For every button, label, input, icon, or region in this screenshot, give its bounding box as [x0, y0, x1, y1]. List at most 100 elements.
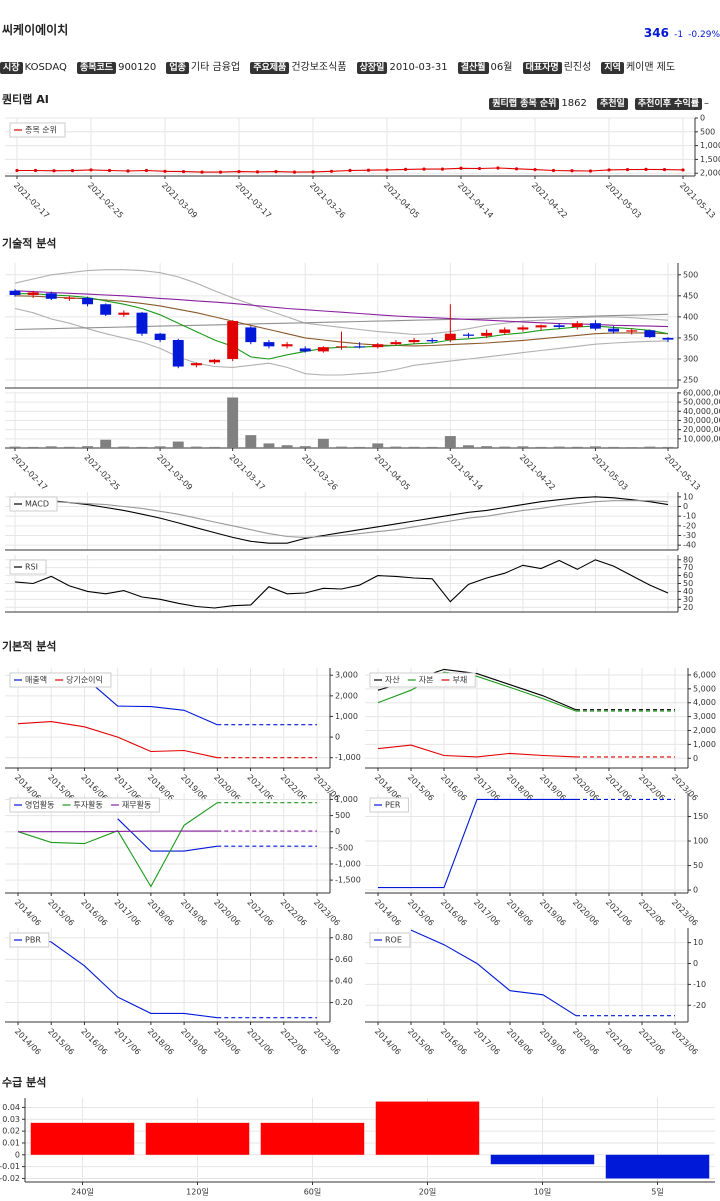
candle-body — [118, 312, 130, 315]
y-tick-label: 0.60 — [335, 955, 353, 964]
bar — [136, 446, 148, 448]
company-name: 씨케이에이치 — [2, 23, 69, 37]
x-tick-label: 2023/06 — [670, 1027, 700, 1057]
candle-body — [63, 297, 75, 299]
x-tick-label: 2014/06 — [13, 1027, 43, 1057]
bar — [571, 446, 583, 448]
x-tick-label: 2016/06 — [439, 773, 469, 803]
x-tick-label: 2021/06 — [604, 1027, 634, 1057]
line-series — [14, 559, 669, 609]
rec-date-label: 추천일 — [596, 98, 628, 110]
candle-body — [553, 325, 565, 327]
candle-body — [589, 323, 601, 329]
y-tick-label: 20,000,000 — [683, 425, 720, 434]
candle-body — [281, 344, 293, 347]
y-tick-label: 10,000,000 — [683, 434, 720, 443]
candle-body — [263, 342, 275, 347]
x-tick-label: 2017/06 — [472, 898, 502, 928]
y-tick-label: 450 — [683, 291, 698, 300]
line-series — [84, 676, 218, 726]
y-tick-label: 1,000 — [335, 795, 358, 804]
point — [255, 170, 260, 174]
y-tick-label: 1,000 — [693, 740, 716, 749]
x-tick-label: 2023/06 — [670, 898, 700, 928]
x-tick-label: 2019/06 — [538, 773, 568, 803]
legend-box — [369, 797, 409, 813]
info-label: 상장일 — [356, 62, 388, 74]
y-tick-label: 50,000,000 — [683, 398, 720, 407]
y-tick-label: 100 — [693, 837, 708, 846]
x-tick-label: 2016/06 — [439, 1027, 469, 1057]
candle-body — [136, 312, 148, 334]
y-tick-label: -1,000 — [335, 859, 361, 868]
y-tick-label: -0.01 — [0, 1162, 20, 1171]
candle-body — [499, 329, 511, 333]
line-series — [117, 818, 218, 852]
candle-body — [154, 333, 166, 341]
bar — [154, 446, 166, 448]
line-series — [378, 798, 576, 889]
y-tick-label: 0.04 — [2, 1103, 20, 1112]
bar — [317, 438, 329, 448]
y-tick-label: 150 — [693, 812, 708, 821]
legend-label: 종목 순위 — [25, 126, 57, 135]
x-tick-label: 2023/06 — [670, 773, 700, 803]
y-tick-label: 0 — [15, 1150, 20, 1159]
x-tick-label: 2017/06 — [472, 773, 502, 803]
info-value: 케이맨 제도 — [625, 62, 676, 73]
line-series — [377, 671, 577, 712]
info-value: 2010-03-31 — [389, 62, 448, 73]
info-value: KOSDAQ — [24, 62, 67, 73]
line-series — [14, 269, 669, 336]
point — [107, 168, 112, 173]
point — [70, 169, 75, 173]
x-tick-label: 2018/06 — [505, 898, 535, 928]
x-tick-label: 2019/06 — [179, 1027, 209, 1057]
y-tick-label: 10 — [693, 938, 703, 947]
bar — [63, 446, 75, 448]
y-tick-label: 2,000 — [335, 691, 358, 700]
bar — [375, 1101, 480, 1155]
bar — [209, 446, 220, 448]
x-tick-label: 2020/06 — [571, 898, 601, 928]
x-tick-label: 2020/06 — [571, 1027, 601, 1057]
x-tick-label: 2017/06 — [112, 898, 142, 928]
bar — [426, 446, 438, 448]
bar — [30, 1122, 135, 1155]
y-tick-label: -20 — [683, 521, 696, 530]
y-tick-label: 0.80 — [335, 933, 353, 942]
info-label: 대표자명 — [522, 62, 562, 74]
info-label: 시장 — [0, 62, 23, 74]
legend-box — [369, 932, 411, 948]
y-tick-label: -10 — [693, 980, 706, 989]
x-tick-label: 2019/06 — [179, 898, 209, 928]
candle-body — [172, 340, 184, 367]
candle-body — [317, 347, 329, 352]
bar — [45, 446, 57, 448]
y-tick-label: 40 — [683, 587, 693, 596]
bar — [499, 446, 511, 448]
section-title: 기본적 분석 — [2, 640, 57, 653]
bar — [281, 445, 293, 448]
point — [496, 166, 500, 170]
bar — [336, 446, 347, 448]
candle-body — [245, 327, 257, 343]
bar — [145, 1122, 250, 1155]
x-tick-label: 2021/06 — [245, 1027, 275, 1057]
bar — [626, 447, 638, 448]
point — [588, 169, 593, 173]
line-series — [14, 307, 669, 376]
point — [52, 169, 56, 173]
point — [237, 169, 241, 174]
bar — [172, 441, 184, 448]
point — [329, 169, 334, 173]
return-label: 추천이후 수익률 — [634, 98, 702, 110]
legend-box — [9, 932, 50, 948]
x-tick-label: 2021-04-05 — [373, 453, 412, 492]
point — [662, 168, 667, 172]
y-tick-label: 1,000 — [335, 712, 358, 721]
x-tick-label: 2014/06 — [373, 1027, 403, 1057]
section-title: 퀀티랩 AI — [2, 93, 49, 106]
y-tick-label: 0 — [335, 827, 340, 836]
candle-body — [190, 363, 202, 366]
